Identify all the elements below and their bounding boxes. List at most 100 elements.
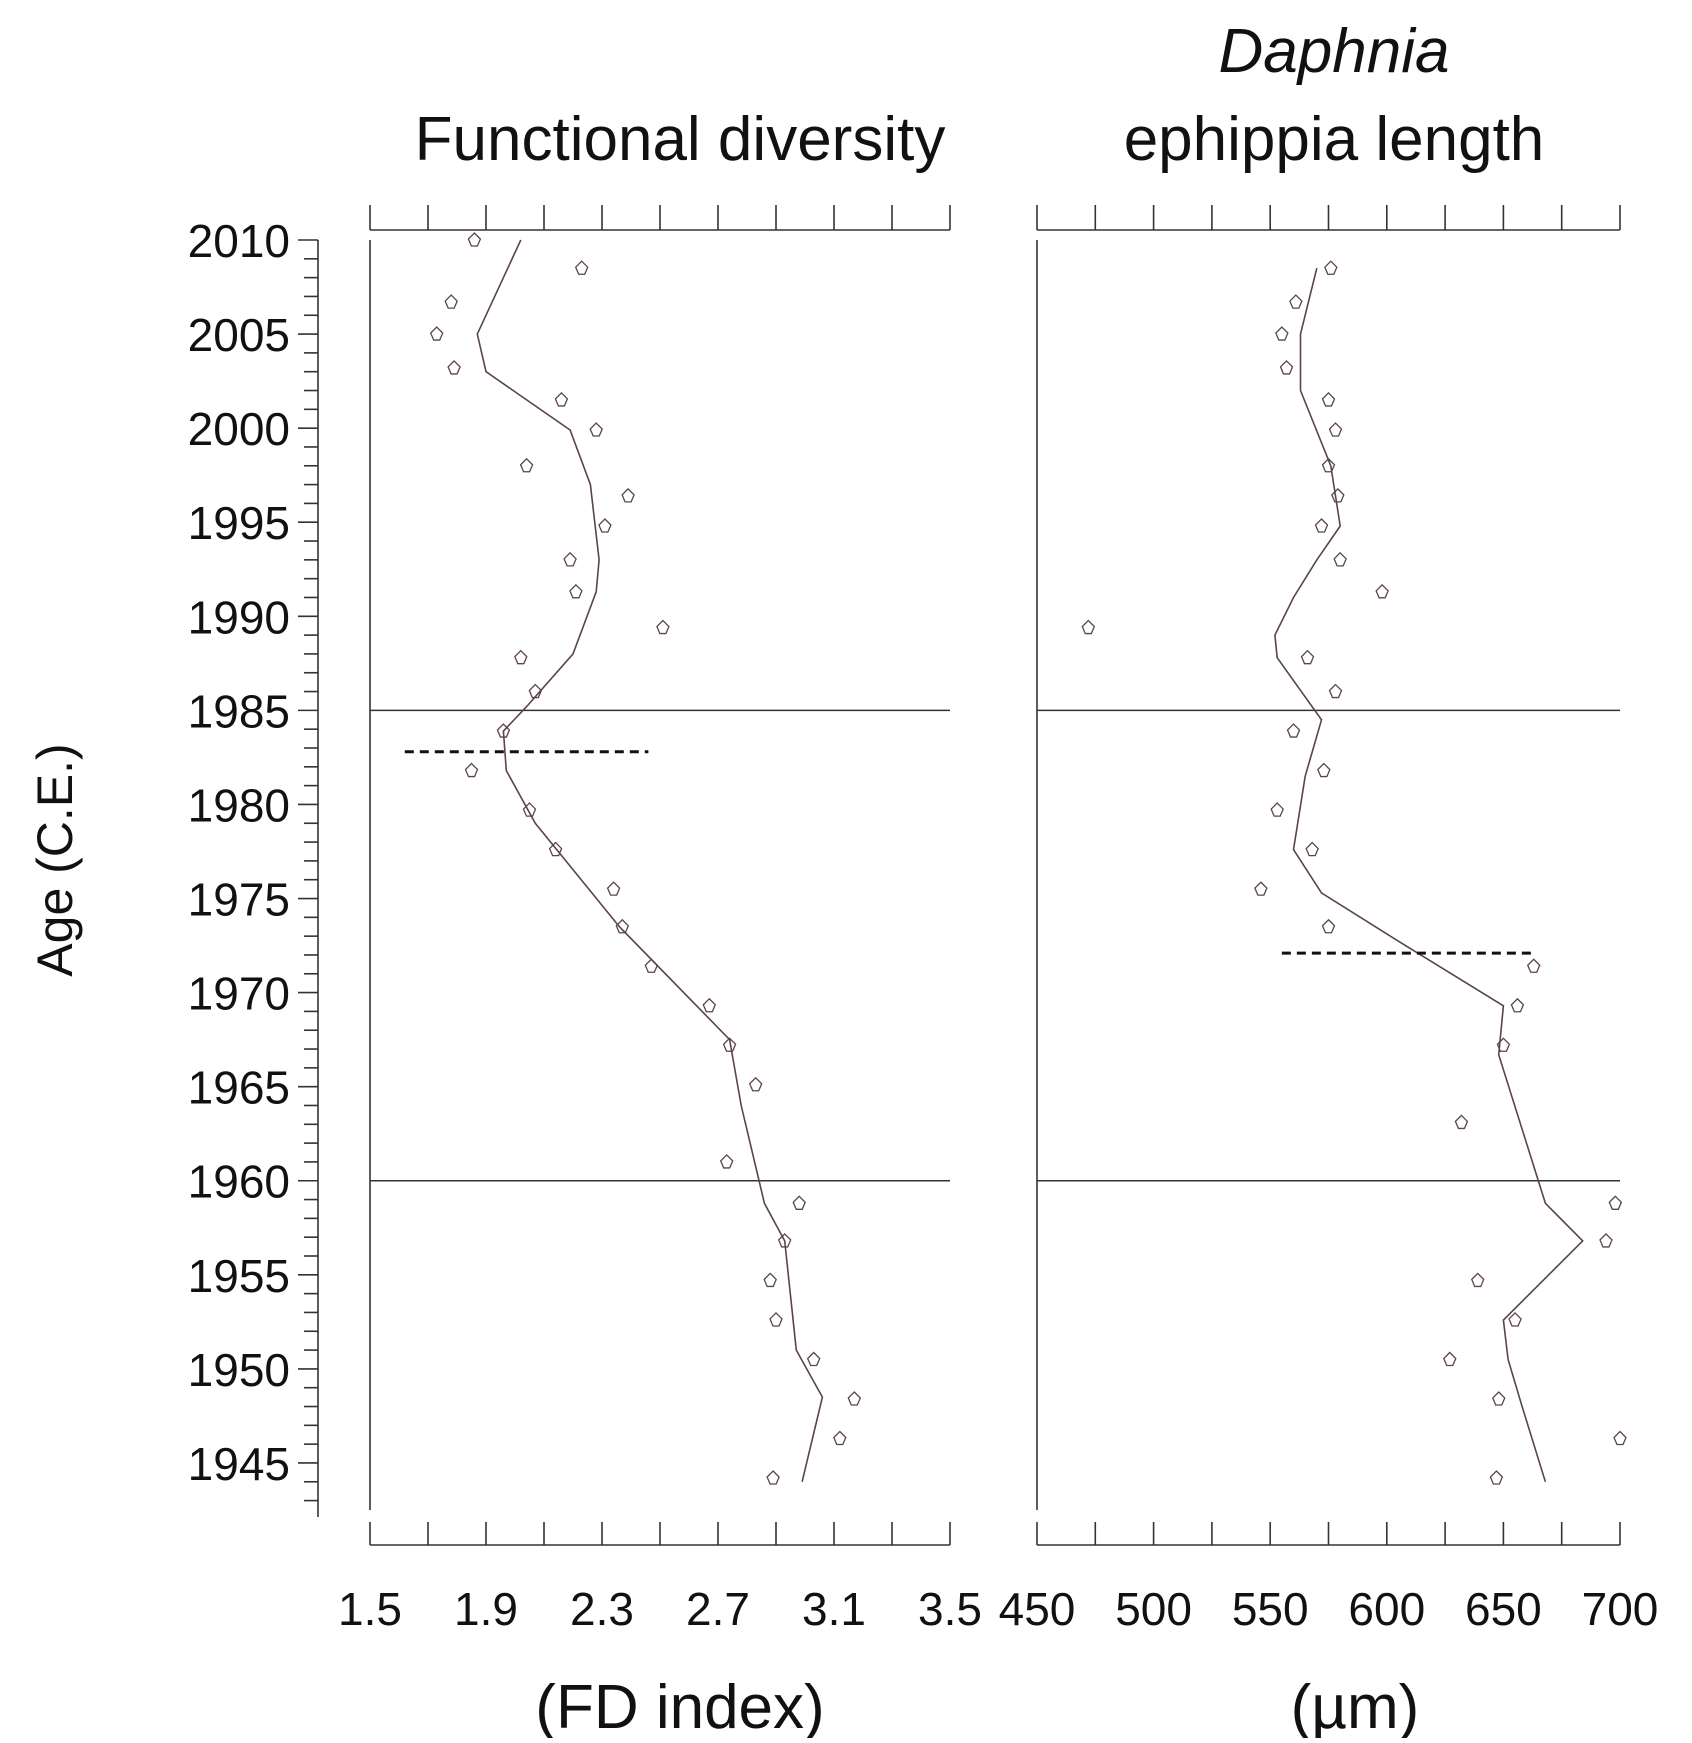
y-tick-label: 1970 [188,968,290,1020]
data-point [1275,326,1289,341]
x-tick-label: 3.5 [918,1583,982,1635]
data-point [1508,1312,1522,1327]
data-point [447,360,461,375]
data-point [1081,619,1096,635]
data-point [1496,1037,1511,1052]
data-point [766,1470,780,1485]
data-point [806,1351,821,1367]
y-tick-label: 1955 [188,1250,290,1302]
data-point [748,1076,763,1092]
x-tick-label: 1.9 [454,1583,518,1635]
x-axis-unit-label: (FD index) [535,1673,824,1738]
data-point [522,802,537,817]
x-tick-label: 550 [1232,1583,1309,1635]
data-point [563,551,577,567]
data-point [1489,1470,1504,1485]
data-point [615,918,630,934]
x-tick-label: 2.3 [570,1583,634,1635]
data-point [644,958,659,973]
data-point [1289,294,1303,309]
y-tick-label: 1950 [188,1344,290,1396]
y-axis-label: Age (C.E.) [27,743,83,976]
data-point [444,294,458,309]
data-point [1333,551,1347,567]
data-point [1270,802,1284,817]
y-tick-label: 1980 [188,779,290,831]
y-tick-label: 1960 [188,1156,290,1208]
x-tick-label: 450 [999,1583,1076,1635]
data-point [574,260,589,275]
panel-title-line1: Daphnia [1219,17,1450,86]
y-tick-label: 1990 [188,591,290,643]
data-point [1300,649,1315,665]
data-point [1328,422,1343,437]
data-point [1254,881,1268,896]
data-point [1608,1195,1623,1210]
data-point [722,1037,737,1052]
data-point [1613,1430,1627,1446]
y-tick-label: 2000 [188,403,290,455]
data-point [554,392,569,407]
data-point [833,1430,847,1446]
data-point [1328,683,1343,699]
data-point [1321,457,1336,473]
trend-line [1274,268,1584,1483]
data-point [1526,958,1541,973]
data-point [1286,723,1301,738]
x-axis-unit-label: (µm) [1291,1673,1420,1738]
data-point [569,583,583,599]
data-point [1314,518,1329,533]
data-point [1599,1233,1613,1248]
trend-line [476,239,824,1482]
data-point [1321,918,1336,934]
panel-daphnia-ephippia-length: Daphnia ephippia length (µm) 450 500 550 60… [999,17,1659,1742]
x-tick-label: 2.7 [686,1583,750,1635]
data-point [769,1312,783,1327]
data-point [429,326,444,341]
x-tick-label: 650 [1465,1583,1542,1635]
data-point [1321,392,1336,407]
data-point [1442,1351,1457,1367]
panel-title-line2: Functional diversity [415,105,946,174]
data-point [1324,260,1338,275]
data-point [496,723,511,738]
data-point [656,619,670,635]
data-point [792,1195,806,1210]
data-point [777,1233,792,1248]
data-point [528,683,543,699]
data-point [1305,841,1319,857]
panel-functional-diversity: Functional diversity (FD index) 1.5 1.9 2.… [338,105,982,1742]
x-tick-label: 500 [1115,1583,1192,1635]
data-point [1491,1391,1506,1406]
data-point [719,1154,734,1169]
data-point [1331,487,1345,503]
y-tick-label: 1995 [188,497,290,549]
data-point [847,1391,862,1406]
data-point [702,997,717,1013]
data-point [621,487,635,503]
data-point [464,762,479,778]
data-point [589,422,603,437]
panel-title-line2: ephippia length [1124,105,1545,174]
data-point [548,841,563,857]
data-point [467,232,482,247]
data-point [1454,1114,1469,1130]
data-point [1317,762,1331,778]
data-point [1470,1272,1485,1288]
x-tick-label: 700 [1582,1583,1659,1635]
data-point [598,518,612,533]
data-point [1279,360,1294,375]
y-tick-label: 1965 [188,1062,290,1114]
y-tick-label: 2010 [188,215,290,267]
y-axis: 2010 2005 2000 1995 1990 1985 1980 1975 1970 1965… [188,215,319,1517]
data-point [606,881,621,896]
data-point [514,649,528,665]
y-tick-label: 2005 [188,309,290,361]
data-point [1375,583,1389,599]
data-point [1510,997,1525,1013]
y-tick-label: 1945 [188,1438,290,1490]
y-tick-label: 1975 [188,874,290,926]
x-tick-label: 600 [1348,1583,1425,1635]
